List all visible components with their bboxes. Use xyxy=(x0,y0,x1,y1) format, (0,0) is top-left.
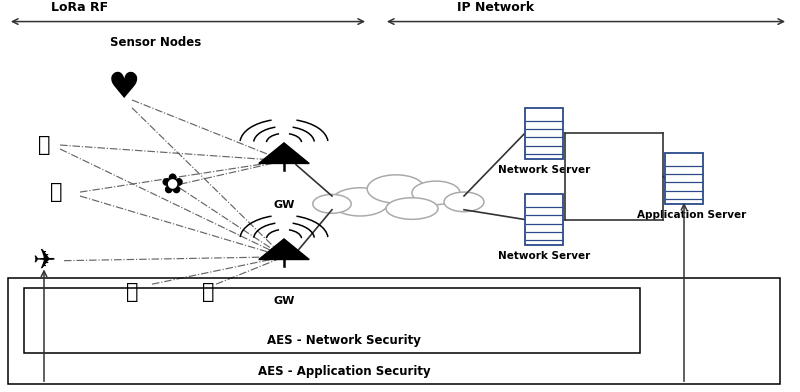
Bar xyxy=(8,278,780,384)
Ellipse shape xyxy=(412,181,460,205)
FancyBboxPatch shape xyxy=(525,194,563,245)
Ellipse shape xyxy=(367,175,425,203)
Polygon shape xyxy=(258,143,309,163)
FancyBboxPatch shape xyxy=(665,153,703,204)
Text: GW: GW xyxy=(274,200,294,210)
Text: AES - Network Security: AES - Network Security xyxy=(267,334,421,347)
Ellipse shape xyxy=(313,194,351,213)
Text: 🏢: 🏢 xyxy=(126,282,138,302)
Text: Network Server: Network Server xyxy=(498,165,590,175)
Ellipse shape xyxy=(444,192,484,212)
Text: Network Server: Network Server xyxy=(498,251,590,261)
Text: Application Server: Application Server xyxy=(638,210,746,220)
Text: 🚴: 🚴 xyxy=(202,282,214,302)
Text: GW: GW xyxy=(274,296,294,306)
Text: Sensor Nodes: Sensor Nodes xyxy=(110,36,202,49)
Text: 🚚: 🚚 xyxy=(50,182,62,202)
Text: ✈: ✈ xyxy=(32,247,56,275)
Text: IP Network: IP Network xyxy=(458,1,534,14)
Text: AES - Application Security: AES - Application Security xyxy=(258,365,430,378)
Ellipse shape xyxy=(386,198,438,220)
Text: ✿: ✿ xyxy=(160,170,184,198)
Text: LoRa RF: LoRa RF xyxy=(51,1,109,14)
FancyBboxPatch shape xyxy=(525,108,563,159)
Text: ♥: ♥ xyxy=(108,71,140,105)
Ellipse shape xyxy=(331,188,389,216)
Text: 🚦: 🚦 xyxy=(38,135,50,155)
Bar xyxy=(24,288,640,353)
Polygon shape xyxy=(258,239,309,260)
